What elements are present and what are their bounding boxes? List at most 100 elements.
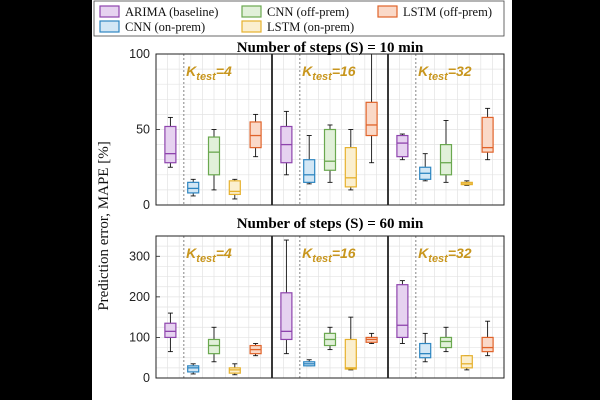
- k-letter: K: [302, 245, 313, 261]
- box-lstm-on-prem: [460, 355, 473, 371]
- box-cnn-on-prem: [303, 359, 316, 367]
- iqr-box: [439, 336, 453, 349]
- k-test-label: Ktest=16: [302, 245, 356, 265]
- y-tick-label: 200: [129, 290, 150, 304]
- iqr-box: [344, 147, 357, 188]
- k-letter: K: [302, 63, 313, 79]
- y-tick-label: 0: [143, 371, 150, 385]
- legend-swatch: [241, 20, 262, 33]
- box-lstm-off-prem: [249, 113, 262, 158]
- legend-label: CNN (on-prem): [125, 20, 205, 34]
- iqr-box: [207, 338, 221, 355]
- figure: ARIMA (baseline) CNN (on-prem) CNN (off-pr…: [92, 0, 512, 400]
- box-arima-baseline: [280, 239, 293, 355]
- k-test-label: Ktest=16: [302, 63, 356, 83]
- box-cnn-off-prem: [207, 129, 221, 191]
- box-lstm-on-prem: [344, 129, 357, 191]
- legend-swatch: [241, 5, 262, 18]
- k-value: =4: [216, 245, 232, 261]
- k-subscript: test: [428, 71, 449, 83]
- box-lstm-on-prem: [228, 363, 241, 376]
- box-cnn-off-prem: [323, 326, 337, 351]
- k-letter: K: [418, 245, 429, 261]
- iqr-box: [365, 101, 378, 137]
- box-cnn-on-prem: [187, 178, 200, 197]
- box-lstm-off-prem: [481, 320, 494, 357]
- legend-label: ARIMA (baseline): [125, 5, 218, 19]
- iqr-box: [164, 125, 177, 164]
- box-arima-baseline: [164, 312, 177, 353]
- legend-label: LSTM (on-prem): [267, 20, 354, 34]
- k-value: =32: [448, 245, 472, 261]
- chart-canvas: ARIMA (baseline)CNN (on-prem) CNN (off-pr…: [93, 0, 505, 385]
- box-cnn-off-prem: [207, 326, 221, 363]
- y-tick-label: 100: [129, 330, 150, 344]
- box-arima-baseline: [280, 110, 293, 176]
- y-axis-label: Prediction error, MAPE [%]: [96, 141, 112, 310]
- legend-label: LSTM (off-prem): [403, 5, 492, 19]
- box-cnn-on-prem: [303, 135, 316, 185]
- iqr-box: [481, 116, 494, 153]
- box-cnn-off-prem: [323, 124, 337, 183]
- k-value: =4: [216, 63, 232, 79]
- iqr-box: [323, 128, 337, 171]
- iqr-box: [439, 144, 453, 176]
- box-lstm-on-prem: [228, 178, 241, 200]
- iqr-box: [460, 355, 473, 369]
- box-cnn-on-prem: [419, 332, 432, 363]
- y-tick-label: 50: [136, 123, 150, 137]
- box-lstm-off-prem: [365, 332, 378, 344]
- k-value: =16: [332, 245, 356, 261]
- plot-frame: [155, 53, 505, 206]
- box-lstm-on-prem: [460, 180, 473, 186]
- k-subscript: test: [312, 71, 333, 83]
- legend-swatch: [99, 5, 120, 18]
- k-test-label: Ktest=32: [418, 245, 472, 265]
- box-arima-baseline: [396, 280, 409, 344]
- legend-label: CNN (off-prem): [267, 5, 349, 19]
- k-subscript: test: [196, 253, 217, 265]
- box-lstm-off-prem: [249, 343, 262, 357]
- box-cnn-off-prem: [439, 119, 453, 183]
- panel-title: Number of steps (S) = 10 min: [237, 40, 424, 56]
- iqr-box: [164, 322, 177, 339]
- k-subscript: test: [196, 71, 217, 83]
- k-test-label: Ktest=4: [186, 245, 232, 265]
- iqr-box: [207, 136, 221, 176]
- k-subscript: test: [428, 253, 449, 265]
- iqr-box: [396, 284, 409, 339]
- box-cnn-off-prem: [439, 326, 453, 353]
- panel-title: Number of steps (S) = 60 min: [237, 216, 424, 232]
- k-letter: K: [418, 63, 429, 79]
- box-arima-baseline: [164, 116, 177, 168]
- y-tick-label: 300: [129, 249, 150, 263]
- iqr-box: [280, 292, 293, 341]
- y-tick-label: 0: [143, 198, 150, 212]
- k-letter: K: [186, 63, 197, 79]
- k-value: =32: [448, 63, 472, 79]
- box-cnn-on-prem: [187, 363, 200, 375]
- iqr-box: [249, 121, 262, 149]
- box-lstm-off-prem: [365, 53, 378, 164]
- k-test-label: Ktest=32: [418, 63, 472, 83]
- gridlines: [155, 235, 505, 379]
- iqr-box: [187, 365, 200, 373]
- k-test-label: Ktest=4: [186, 63, 232, 83]
- iqr-box: [419, 342, 432, 359]
- k-subscript: test: [312, 253, 333, 265]
- iqr-box: [303, 159, 316, 183]
- legend-swatch: [377, 5, 398, 18]
- box-lstm-on-prem: [344, 316, 357, 371]
- y-tick-label: 100: [129, 47, 150, 61]
- k-letter: K: [186, 245, 197, 261]
- plot-frame: [155, 235, 505, 379]
- box-arima-baseline: [396, 133, 409, 161]
- iqr-box: [481, 336, 494, 353]
- box-cnn-on-prem: [419, 153, 432, 182]
- legend-frame: [93, 0, 505, 37]
- iqr-box: [396, 134, 409, 158]
- iqr-box: [344, 338, 357, 370]
- k-value: =16: [332, 63, 356, 79]
